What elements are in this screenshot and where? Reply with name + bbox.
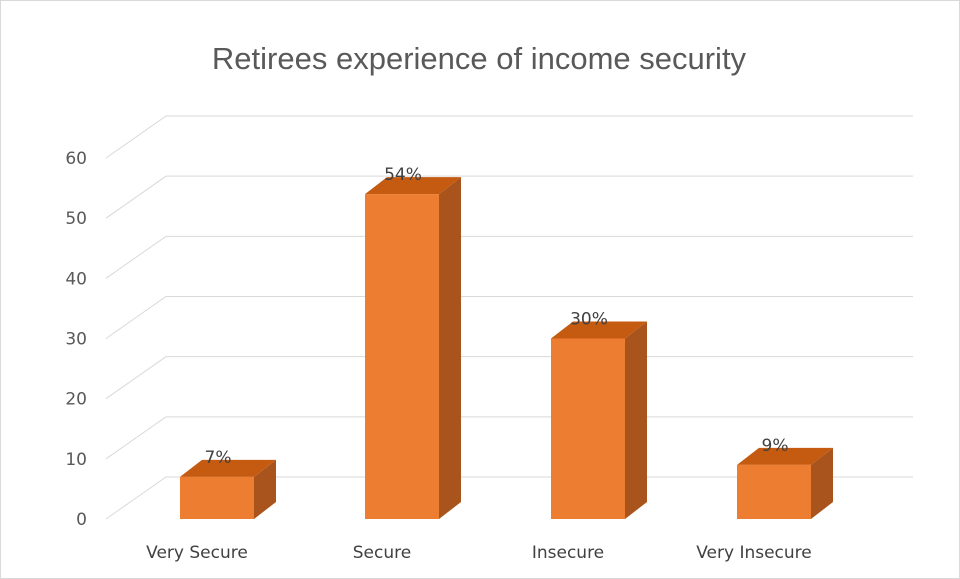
- data-label: 9%: [762, 436, 789, 456]
- gridline-10: [105, 416, 913, 460]
- gridline-40: [105, 235, 913, 279]
- gridlines: [105, 115, 913, 520]
- data-label: 7%: [205, 448, 232, 468]
- bar-top: [180, 459, 276, 477]
- gridline-30: [105, 296, 913, 339]
- bar-side: [811, 447, 833, 519]
- x-tick-label: Very Secure: [146, 543, 248, 563]
- x-tick-label: Insecure: [532, 543, 604, 563]
- x-tick-label: Secure: [353, 543, 411, 563]
- bar-front: [551, 338, 625, 519]
- data-labels: 7% 54% 30% 9%: [205, 165, 789, 468]
- bar-very-insecure: [737, 447, 833, 519]
- bar-very-secure: [180, 459, 276, 519]
- bar-side: [254, 459, 276, 519]
- gridline-60: [105, 115, 913, 159]
- bar-front: [737, 464, 811, 519]
- data-label: 54%: [384, 165, 422, 185]
- bar-top: [365, 177, 461, 195]
- bar-secure: [365, 177, 461, 519]
- chart-title: Retirees experience of income security: [212, 41, 747, 76]
- bar-front: [365, 194, 439, 519]
- data-label: 30%: [570, 310, 608, 330]
- bar-side: [625, 321, 647, 519]
- bar-side: [439, 177, 461, 519]
- bar-front: [180, 476, 254, 519]
- bar-top: [737, 447, 833, 465]
- y-tick-label: 10: [65, 450, 87, 470]
- y-tick-label: 30: [65, 330, 87, 350]
- y-tick-label: 50: [65, 209, 87, 229]
- bar-top: [551, 321, 647, 339]
- gridline-50: [105, 175, 913, 219]
- bar-insecure: [551, 321, 647, 519]
- y-tick-label: 0: [76, 510, 87, 530]
- x-axis-category-labels: Very Secure Secure Insecure Very Insecure: [146, 543, 812, 563]
- y-tick-label: 60: [65, 149, 87, 169]
- y-tick-label: 20: [65, 390, 87, 410]
- y-axis-tick-labels: 0 10 20 30 40 50 60: [65, 149, 87, 530]
- gridline-0: [105, 476, 913, 520]
- bars: [180, 177, 833, 519]
- y-tick-label: 40: [65, 269, 87, 289]
- gridline-20: [105, 356, 913, 400]
- x-tick-label: Very Insecure: [696, 543, 812, 563]
